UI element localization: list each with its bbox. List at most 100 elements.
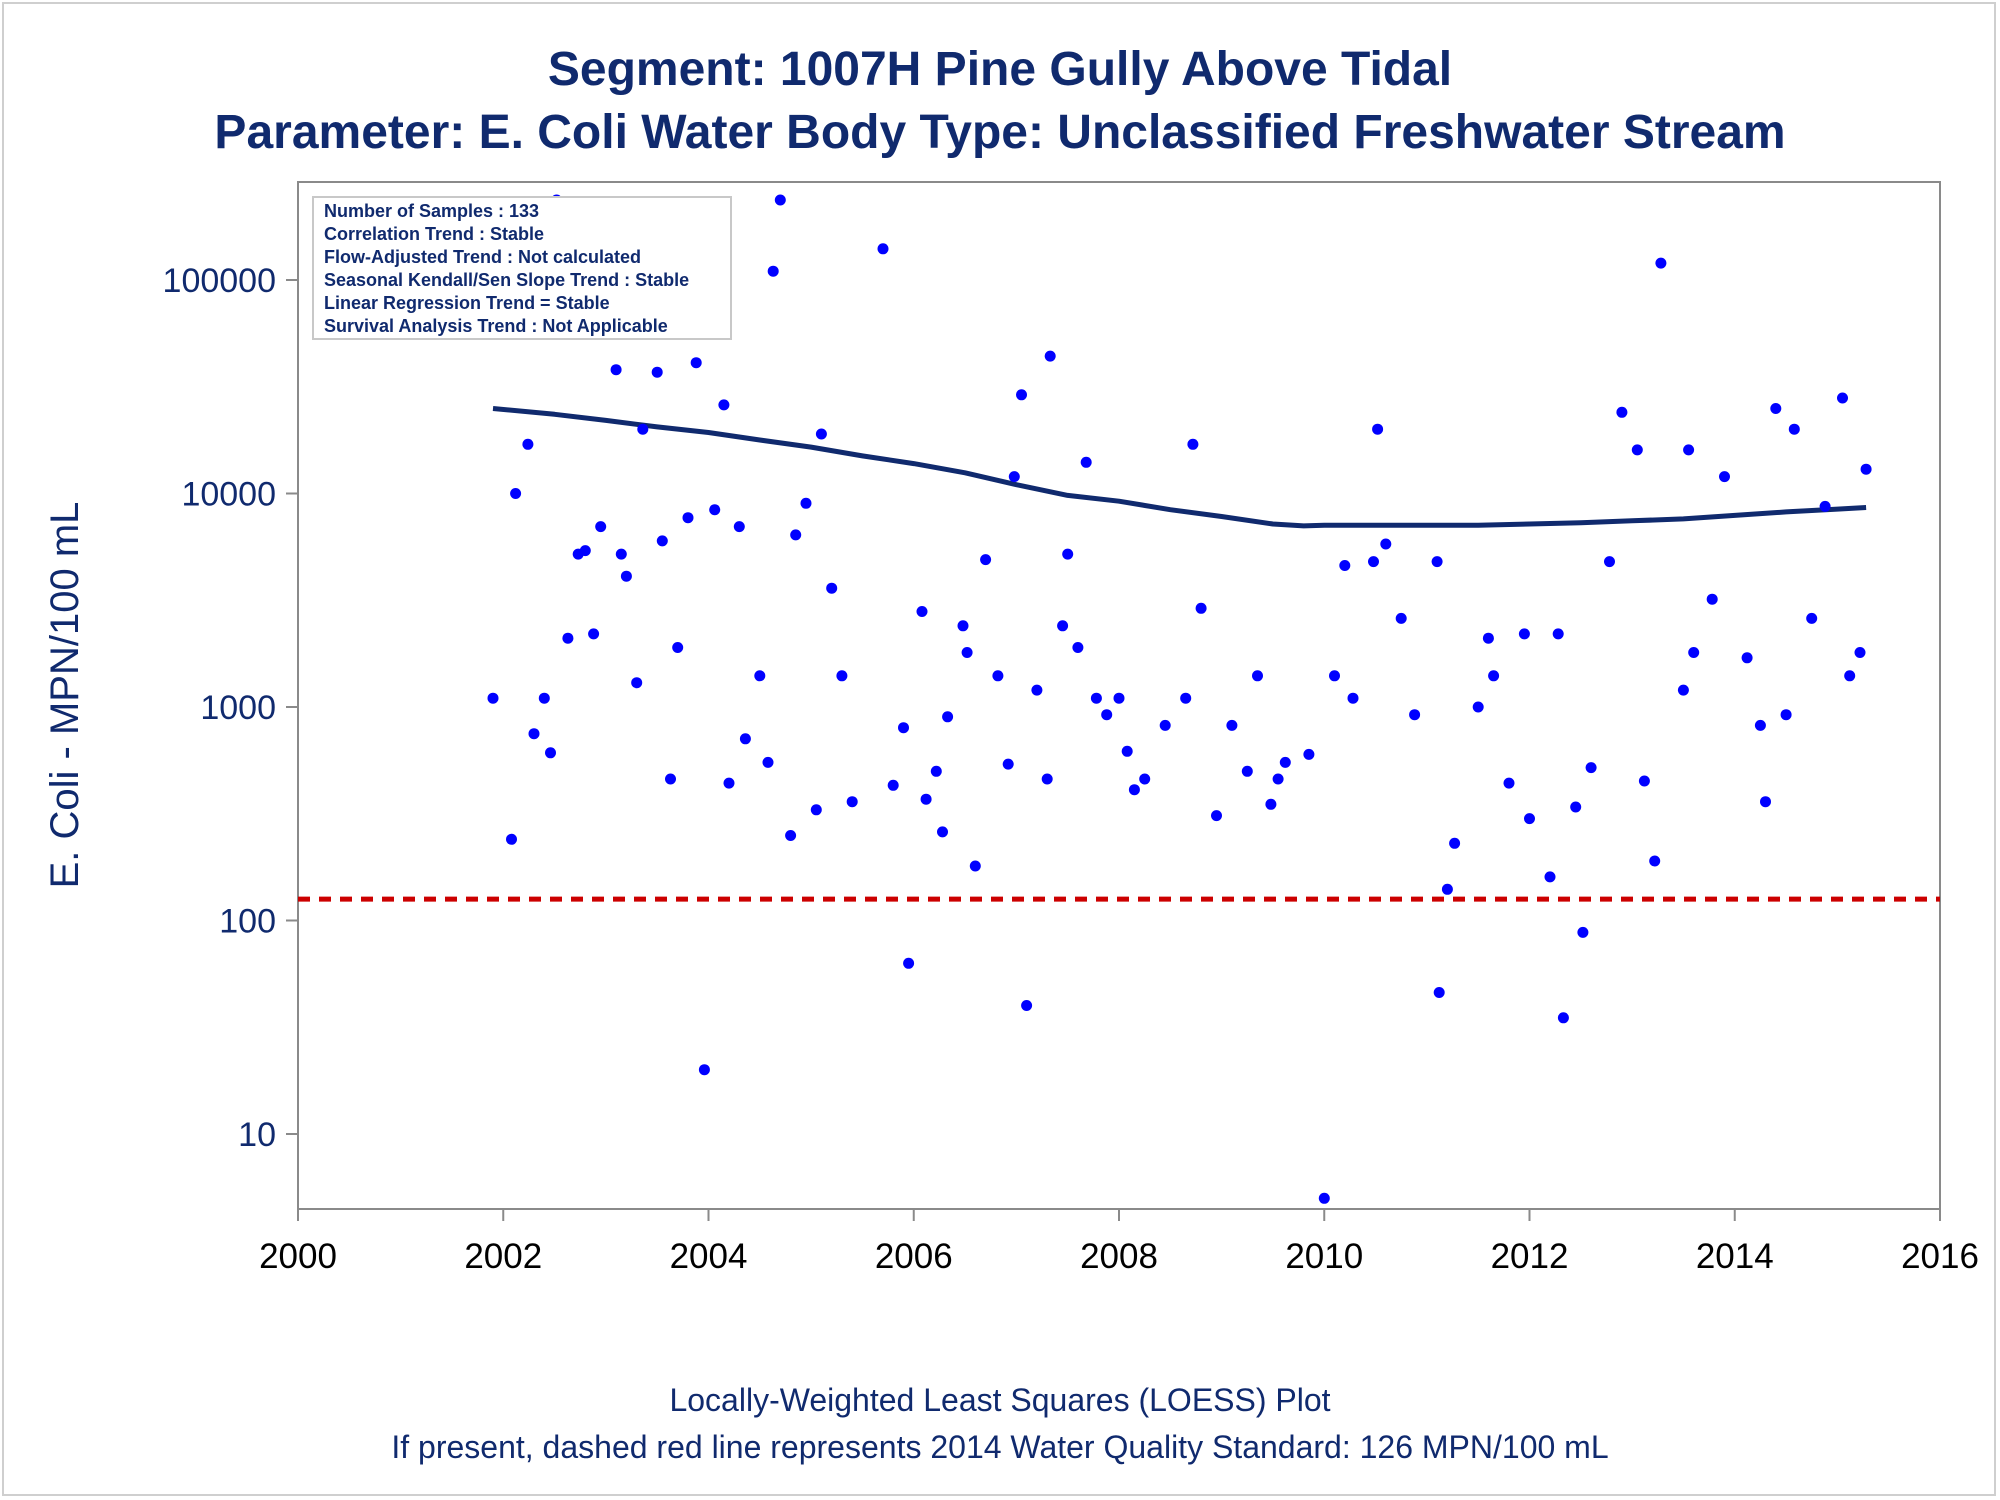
data-point [1557, 1012, 1569, 1024]
y-axis-label: E. Coli - MPN/100 mL [43, 502, 87, 889]
data-point [528, 728, 540, 740]
data-point [682, 512, 694, 524]
data-point [937, 826, 948, 838]
data-point [1265, 798, 1277, 810]
data-point [1488, 670, 1500, 682]
data-point [1339, 560, 1351, 571]
data-point [487, 692, 499, 704]
data-point [920, 793, 932, 805]
data-point [1688, 647, 1700, 658]
x-tick-label: 2012 [1491, 1237, 1569, 1276]
data-point [1409, 709, 1421, 721]
data-point [785, 830, 797, 841]
data-point [1180, 692, 1192, 704]
data-point [1577, 926, 1589, 938]
data-point [665, 773, 676, 785]
data-point [723, 777, 735, 789]
x-tick-label: 2006 [875, 1237, 953, 1276]
data-point [1080, 456, 1092, 468]
x-tick-label: 2014 [1696, 1237, 1774, 1276]
data-point [506, 833, 517, 845]
data-point [1318, 1192, 1330, 1204]
data-point [762, 756, 774, 768]
y-tick-label: 10000 [181, 476, 276, 514]
data-point [1279, 756, 1291, 768]
data-point [1044, 350, 1056, 362]
data-point [1638, 775, 1650, 787]
data-point [1844, 670, 1856, 682]
x-tick-label: 2002 [464, 1237, 542, 1276]
chart-subtitle: Parameter: E. Coli Water Body Type: Uncl… [214, 106, 1785, 159]
data-point [1552, 628, 1564, 640]
data-point [1780, 709, 1792, 721]
x-tick-label: 2010 [1285, 1237, 1363, 1276]
data-point [815, 428, 827, 440]
data-point [887, 779, 899, 791]
footnote-loess: Locally-Weighted Least Squares (LOESS) P… [669, 1382, 1330, 1418]
data-point [1433, 987, 1445, 998]
data-point [1760, 796, 1771, 808]
data-point [1016, 389, 1027, 401]
loess-line-layer [492, 406, 1867, 529]
data-point [1021, 1000, 1033, 1011]
data-point [545, 747, 556, 759]
x-tick-label: 2008 [1080, 1237, 1158, 1276]
data-point [980, 554, 992, 566]
data-point [1187, 438, 1199, 450]
data-point [1347, 692, 1359, 704]
data-point [1368, 556, 1379, 568]
data-point [1544, 871, 1556, 883]
data-point [1819, 500, 1831, 512]
data-point [1806, 612, 1818, 624]
data-point [1057, 620, 1069, 632]
data-point [1472, 701, 1484, 713]
data-point [916, 606, 928, 617]
data-point [1241, 765, 1253, 777]
data-point [510, 488, 522, 499]
data-point [810, 804, 822, 816]
data-point [1441, 883, 1453, 895]
stats-line-flow-adjusted: Flow-Adjusted Trend : Not calculated [324, 247, 641, 267]
data-point [1706, 593, 1718, 605]
data-point [1754, 719, 1766, 731]
y-tick-label: 1000 [200, 689, 276, 727]
data-point [709, 504, 721, 516]
data-point [637, 423, 649, 435]
data-point [620, 570, 632, 582]
data-point [800, 497, 812, 509]
data-point [1139, 773, 1151, 785]
data-point [957, 620, 969, 632]
data-point [1677, 684, 1689, 696]
data-point [1518, 628, 1530, 640]
data-point [1272, 773, 1284, 785]
data-point [903, 957, 915, 969]
data-point [610, 364, 622, 376]
data-point [739, 733, 751, 745]
data-point [836, 670, 848, 682]
data-point [579, 545, 591, 557]
data-point [1719, 471, 1730, 483]
data-point [1395, 612, 1407, 624]
data-point [690, 357, 702, 369]
data-point [826, 582, 838, 594]
data-point [1252, 670, 1263, 682]
data-point [718, 399, 730, 411]
data-point [1570, 801, 1582, 813]
data-point [1616, 406, 1628, 418]
data-point [774, 194, 786, 206]
x-tick-label: 2004 [670, 1237, 748, 1276]
data-point [1128, 784, 1140, 796]
data-point [1380, 538, 1392, 550]
data-point [631, 677, 643, 689]
data-point [767, 265, 779, 277]
x-tick-label: 2016 [1901, 1237, 1979, 1276]
data-point [1655, 257, 1667, 269]
data-point [1031, 684, 1043, 696]
scatter-points-layer [487, 194, 1872, 1204]
stats-line-correlation: Correlation Trend : Stable [324, 224, 544, 244]
data-point [1041, 773, 1053, 785]
data-point [1482, 632, 1494, 644]
data-point [595, 521, 607, 533]
